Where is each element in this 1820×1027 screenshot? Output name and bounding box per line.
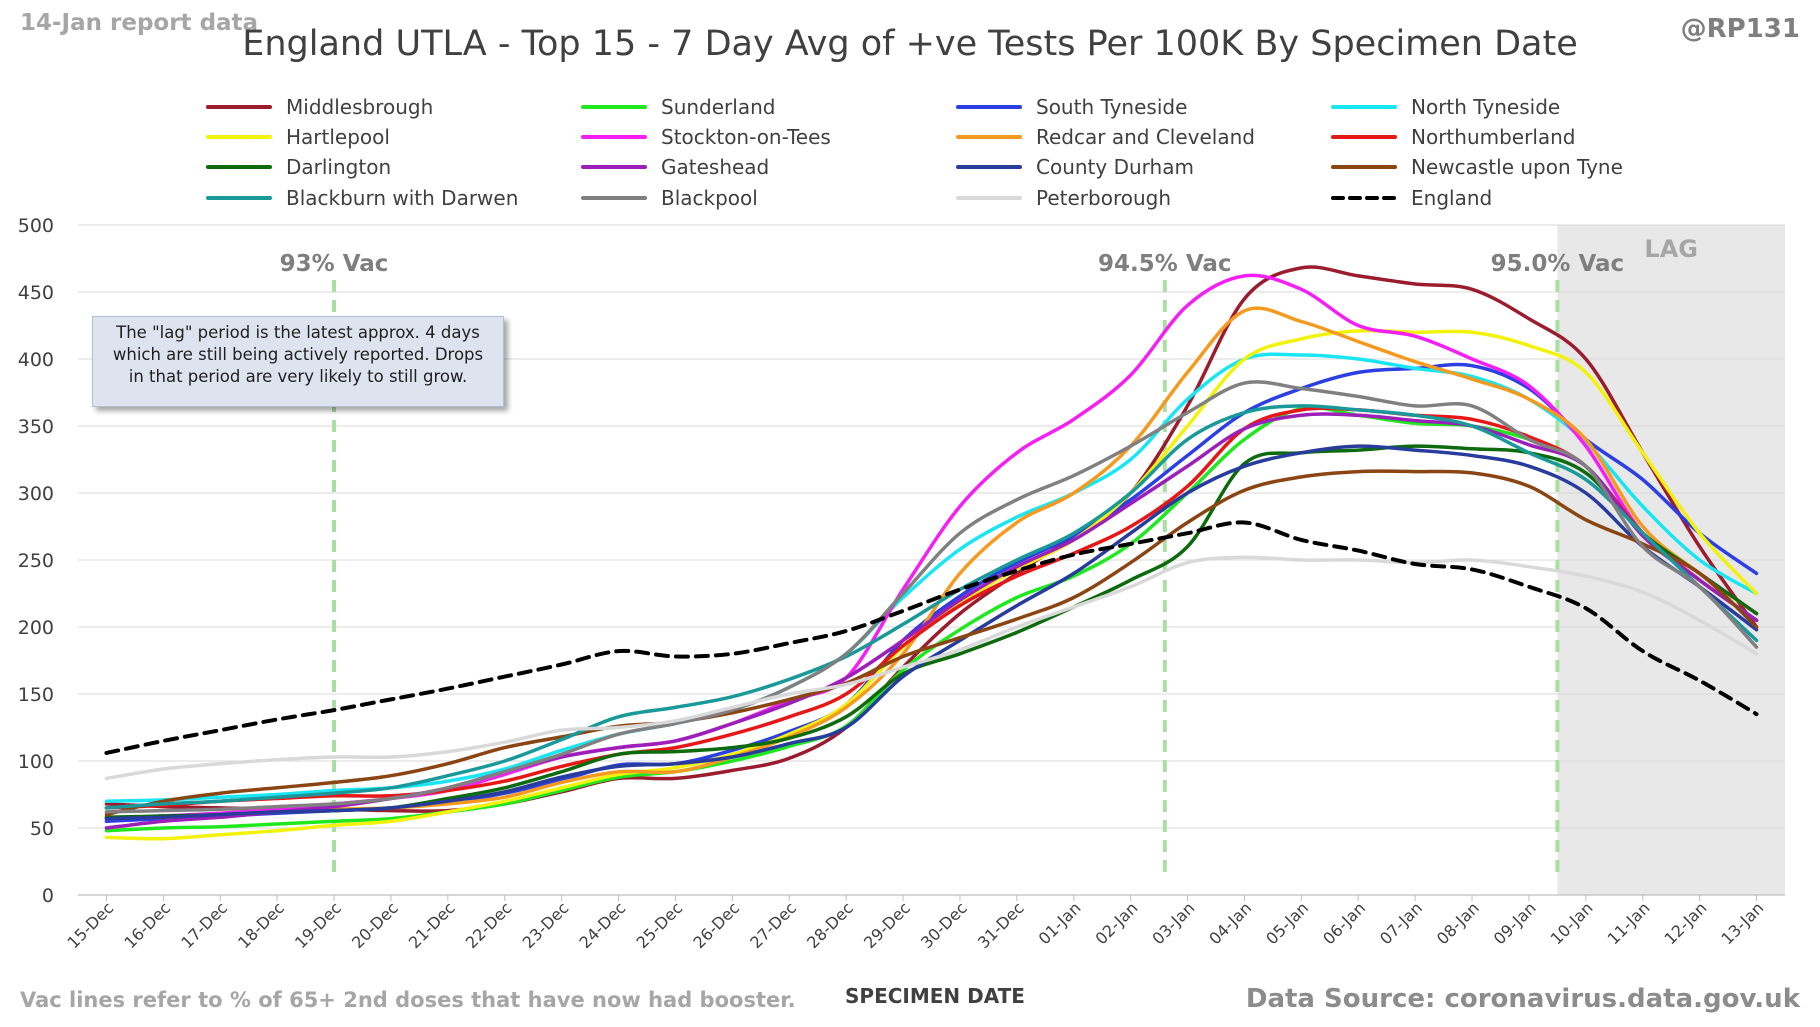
- y-tick-label: 400: [18, 349, 54, 371]
- y-tick-label: 500: [18, 215, 54, 237]
- x-tick-label: 23-Dec: [519, 898, 573, 952]
- lag-note-line-1: The "lag" period is the latest approx. 4…: [116, 323, 480, 342]
- vac-label: 94.5% Vac: [1098, 251, 1232, 277]
- y-tick-label: 50: [30, 818, 54, 840]
- x-tick-label: 01-Jan: [1035, 898, 1085, 948]
- legend-label-england: England: [1411, 186, 1492, 210]
- series-line-hartlepool: [104, 328, 1759, 841]
- series-line-north-tyneside: [104, 352, 1759, 803]
- vac-footnote: Vac lines refer to % of 65+ 2nd doses th…: [20, 988, 796, 1012]
- lag-note-line-3: in that period are very likely to still …: [128, 367, 468, 386]
- y-tick-label: 350: [18, 416, 54, 438]
- legend-label-newcastle-upon-tyne: Newcastle upon Tyne: [1411, 155, 1623, 179]
- y-tick-label: 200: [18, 617, 54, 639]
- y-tick-label: 450: [18, 282, 54, 304]
- x-tick-label: 12-Jan: [1660, 898, 1710, 948]
- x-tick-label: 09-Jan: [1490, 898, 1540, 948]
- lag-label: LAG: [1644, 235, 1698, 263]
- legend-label-sunderland: Sunderland: [661, 95, 775, 119]
- x-tick-label: 05-Jan: [1262, 898, 1312, 948]
- x-tick-label: 30-Dec: [917, 898, 971, 952]
- data-source: Data Source: coronavirus.data.gov.uk: [1245, 984, 1800, 1014]
- series-line-northumberland: [104, 406, 1759, 810]
- series-line-blackburn-with-darwen: [104, 404, 1759, 810]
- x-axis-title: SPECIMEN DATE: [845, 984, 1025, 1008]
- x-tick-label: 24-Dec: [576, 898, 630, 952]
- vac-label: 93% Vac: [280, 251, 389, 277]
- legend-label-gateshead: Gateshead: [661, 155, 769, 179]
- x-tick-label: 06-Jan: [1319, 898, 1369, 948]
- x-tick-label: 13-Jan: [1717, 898, 1767, 948]
- legend-label-peterborough: Peterborough: [1036, 186, 1171, 210]
- lag-note-line-2: which are still being actively reported.…: [112, 345, 484, 364]
- x-tick-label: 21-Dec: [405, 898, 459, 952]
- series-line-england: [104, 520, 1759, 755]
- y-tick-label: 150: [18, 684, 54, 706]
- series-line-peterborough: [104, 555, 1759, 781]
- x-tick-label: 03-Jan: [1148, 898, 1198, 948]
- x-tick-label: 10-Jan: [1547, 898, 1597, 948]
- series-line-county-durham: [104, 444, 1759, 821]
- y-tick-label: 100: [18, 751, 54, 773]
- x-tick-label: 29-Dec: [860, 898, 914, 952]
- legend-label-blackpool: Blackpool: [661, 186, 758, 210]
- x-tick-label: 07-Jan: [1376, 898, 1426, 948]
- series-line-gateshead: [104, 412, 1759, 830]
- x-tick-label: 02-Jan: [1091, 898, 1141, 948]
- x-tick-label: 08-Jan: [1433, 898, 1483, 948]
- y-tick-label: 0: [42, 885, 54, 907]
- report-date-label: 14-Jan report data: [20, 10, 259, 36]
- series-line-sunderland: [104, 405, 1759, 833]
- x-tick-label: 18-Dec: [234, 898, 288, 952]
- x-tick-label: 20-Dec: [348, 898, 402, 952]
- legend-label-middlesbrough: Middlesbrough: [286, 95, 433, 119]
- x-tick-label: 11-Jan: [1604, 898, 1654, 948]
- y-tick-label: 250: [18, 550, 54, 572]
- legend-label-south-tyneside: South Tyneside: [1036, 95, 1187, 119]
- series-lines: [104, 265, 1759, 841]
- legend-label-county-durham: County Durham: [1036, 155, 1194, 179]
- legend-label-redcar-and-cleveland: Redcar and Cleveland: [1036, 125, 1255, 149]
- x-tick-label: 25-Dec: [632, 898, 686, 952]
- y-tick-label: 300: [18, 483, 54, 505]
- x-tick-label: 04-Jan: [1205, 898, 1255, 948]
- series-line-darlington: [104, 444, 1759, 820]
- legend-label-stockton-on-tees: Stockton-on-Tees: [661, 125, 831, 149]
- vac-markers: 93% Vac 94.5% Vac 95.0% Vac: [280, 251, 1624, 873]
- x-tick-label: 27-Dec: [746, 898, 800, 952]
- legend-label-northumberland: Northumberland: [1411, 125, 1576, 149]
- vac-label: 95.0% Vac: [1491, 251, 1625, 277]
- legend-label-darlington: Darlington: [286, 155, 391, 179]
- lag-note-box: The "lag" period is the latest approx. 4…: [92, 316, 504, 407]
- x-tick-label: 16-Dec: [120, 898, 174, 952]
- legend-label-hartlepool: Hartlepool: [286, 125, 390, 149]
- legend-label-blackburn-with-darwen: Blackburn with Darwen: [286, 186, 518, 210]
- legend: Middlesbrough Sunderland South Tyneside Nor…: [206, 95, 1623, 210]
- x-tick-label: 17-Dec: [177, 898, 231, 952]
- x-tick-label: 15-Dec: [63, 898, 117, 952]
- x-tick-label: 19-Dec: [291, 898, 345, 952]
- x-tick-label: 26-Dec: [689, 898, 743, 952]
- author-handle: @RP131: [1680, 14, 1800, 44]
- series-line-blackpool: [104, 380, 1759, 814]
- x-tick-label: 31-Dec: [974, 898, 1028, 952]
- series-line-middlesbrough: [104, 265, 1759, 813]
- x-tick-label: 22-Dec: [462, 898, 516, 952]
- series-line-newcastle-upon-tyne: [104, 469, 1759, 817]
- chart-title: England UTLA - Top 15 - 7 Day Avg of +ve…: [242, 24, 1578, 64]
- legend-label-north-tyneside: North Tyneside: [1411, 95, 1560, 119]
- x-tick-label: 28-Dec: [803, 898, 857, 952]
